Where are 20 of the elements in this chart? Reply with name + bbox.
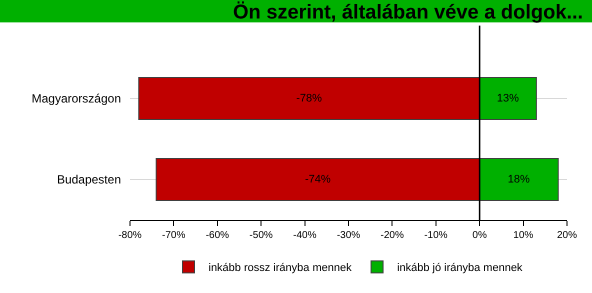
x-tick-label: -10% <box>424 230 448 241</box>
y-tick-label: Budapesten <box>56 172 121 187</box>
data-label: -78% <box>296 92 322 104</box>
x-tick-label: -60% <box>206 230 230 241</box>
chart-title: Ön szerint, általában véve a dolgok... <box>233 0 584 24</box>
data-label: 18% <box>508 174 530 186</box>
data-label: -74% <box>304 174 331 186</box>
legend-label: inkább jó irányba mennek <box>397 262 523 274</box>
x-tick-label: 0% <box>472 230 487 241</box>
data-label: 13% <box>496 92 520 104</box>
x-tick-label: -50% <box>249 230 273 241</box>
y-tick-label: Magyarországon <box>32 92 121 106</box>
x-tick-label: 10% <box>513 230 534 241</box>
x-tick-label: -70% <box>162 230 186 241</box>
x-tick-label: -80% <box>118 230 142 241</box>
x-tick-label: -40% <box>293 230 317 241</box>
legend-label: inkább rossz irányba mennek <box>208 262 352 274</box>
x-tick-label: -20% <box>380 230 404 241</box>
x-tick-label: 20% <box>556 230 578 241</box>
x-tick-label: -30% <box>336 230 360 241</box>
